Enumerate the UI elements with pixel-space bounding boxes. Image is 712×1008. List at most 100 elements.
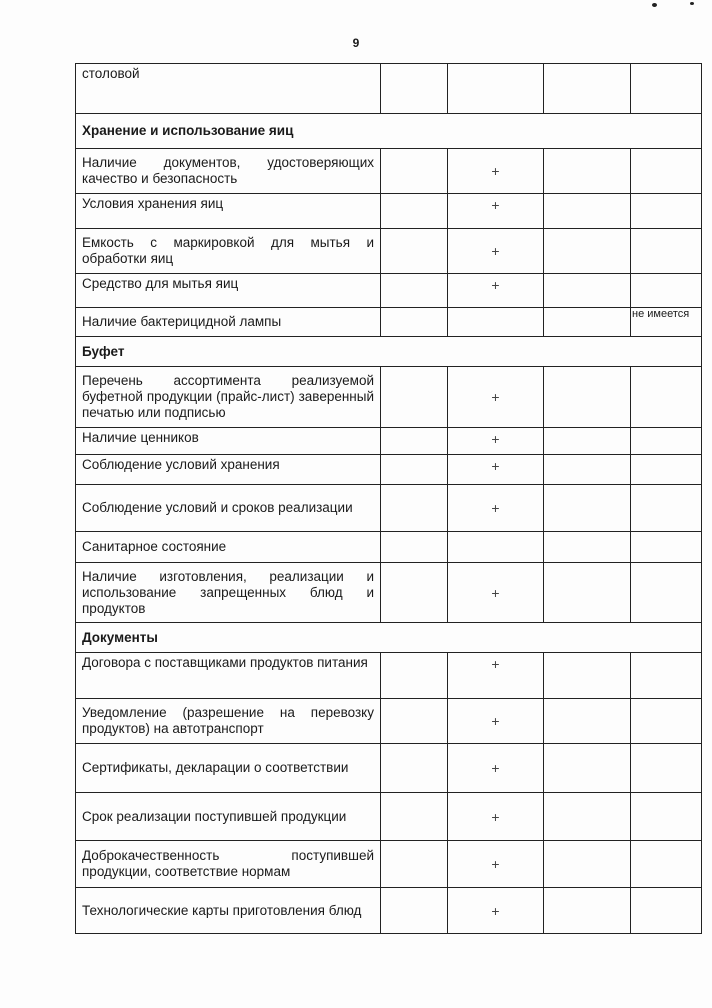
col-note-cell: [630, 652, 702, 699]
col-note-cell: [630, 273, 702, 308]
col-4-cell: [543, 562, 631, 623]
col-note-cell: [630, 454, 702, 485]
col-2-cell: [380, 193, 448, 229]
item-text-cell: Емкость с маркировкой для мытья и обрабо…: [75, 228, 381, 274]
col-4-cell: [543, 454, 631, 485]
col-4-cell: [543, 228, 631, 274]
item-text-cell: Наличие бактерицидной лампы: [75, 307, 381, 337]
col-mark-cell: +: [447, 427, 544, 455]
item-text-cell: Сертификаты, декларации о соответствии: [75, 743, 381, 793]
item-text-cell: столовой: [75, 63, 381, 114]
col-mark-cell: +: [447, 148, 544, 194]
col-mark-cell: [447, 531, 544, 563]
table-row: столовой: [75, 63, 702, 114]
table-row: Уведомление (разрешение на перевозку про…: [75, 698, 702, 744]
item-text-cell: Доброкачественность поступившей продукци…: [75, 840, 381, 888]
col-2-cell: [380, 427, 448, 455]
col-4-cell: [543, 792, 631, 841]
col-note-cell: [630, 63, 702, 114]
col-mark-cell: +: [447, 887, 544, 934]
col-note-cell: [630, 484, 702, 532]
col-note-cell: [630, 562, 702, 623]
table-row: Наличие бактерицидной лампы не имеется: [75, 307, 702, 337]
section-row: Буфет: [75, 336, 702, 367]
col-4-cell: [543, 652, 631, 699]
col-note-cell: [630, 366, 702, 428]
col-mark-cell: +: [447, 652, 544, 699]
col-4-cell: [543, 840, 631, 888]
col-4-cell: [543, 743, 631, 793]
section-row: Хранение и использование яиц: [75, 113, 702, 149]
col-mark-cell: +: [447, 840, 544, 888]
col-2-cell: [380, 63, 448, 114]
col-mark-cell: [447, 63, 544, 114]
col-4-cell: [543, 273, 631, 308]
col-2-cell: [380, 307, 448, 337]
col-2-cell: [380, 148, 448, 194]
col-4-cell: [543, 307, 631, 337]
col-note-cell: [630, 148, 702, 194]
col-2-cell: [380, 698, 448, 744]
col-note-cell: не имеется: [630, 307, 702, 337]
col-2-cell: [380, 743, 448, 793]
col-4-cell: [543, 531, 631, 563]
col-4-cell: [543, 63, 631, 114]
section-row: Документы: [75, 622, 702, 653]
table-row: Перечень ассортимента реализуемой буфетн…: [75, 366, 702, 428]
table-row: Срок реализации поступившей продукции +: [75, 792, 702, 841]
table-row: Договора с поставщиками продуктов питани…: [75, 652, 702, 699]
col-2-cell: [380, 531, 448, 563]
inspection-table: столовой Хранение и использование яиц Нали…: [75, 63, 702, 934]
scan-speck: [652, 3, 657, 7]
item-text-cell: Санитарное состояние: [75, 531, 381, 563]
table-row: Наличие ценников +: [75, 427, 702, 455]
col-mark-cell: +: [447, 193, 544, 229]
col-4-cell: [543, 698, 631, 744]
item-text-cell: Уведомление (разрешение на перевозку про…: [75, 698, 381, 744]
item-text-cell: Технологические карты приготовления блюд: [75, 887, 381, 934]
table-row: Санитарное состояние: [75, 531, 702, 563]
table-row: Условия хранения яиц +: [75, 193, 702, 229]
col-4-cell: [543, 484, 631, 532]
table-row: Емкость с маркировкой для мытья и обрабо…: [75, 228, 702, 274]
col-mark-cell: +: [447, 792, 544, 841]
col-note-cell: [630, 887, 702, 934]
col-2-cell: [380, 562, 448, 623]
col-note-cell: [630, 193, 702, 229]
col-4-cell: [543, 887, 631, 934]
item-text-cell: Средство для мытья яиц: [75, 273, 381, 308]
col-note-cell: [630, 531, 702, 563]
table-row: Наличие изготовления, реализации и испол…: [75, 562, 702, 623]
col-mark-cell: +: [447, 484, 544, 532]
item-text-cell: Срок реализации поступившей продукции: [75, 792, 381, 841]
page-number: 9: [352, 36, 360, 50]
col-4-cell: [543, 148, 631, 194]
col-note-cell: [630, 228, 702, 274]
col-2-cell: [380, 652, 448, 699]
col-2-cell: [380, 840, 448, 888]
col-note-cell: [630, 840, 702, 888]
item-text-cell: Соблюдение условий и сроков реализации: [75, 484, 381, 532]
item-text-cell: Перечень ассортимента реализуемой буфетн…: [75, 366, 381, 428]
section-heading: Буфет: [75, 336, 702, 367]
col-mark-cell: +: [447, 743, 544, 793]
section-heading: Документы: [75, 622, 702, 653]
table-row: Наличие документов, удостоверяющих качес…: [75, 148, 702, 194]
col-2-cell: [380, 887, 448, 934]
col-2-cell: [380, 792, 448, 841]
item-text-cell: Соблюдение условий хранения: [75, 454, 381, 485]
col-2-cell: [380, 273, 448, 308]
col-note-cell: [630, 427, 702, 455]
col-4-cell: [543, 427, 631, 455]
col-2-cell: [380, 366, 448, 428]
item-text-cell: Наличие ценников: [75, 427, 381, 455]
col-2-cell: [380, 484, 448, 532]
table-row: Технологические карты приготовления блюд…: [75, 887, 702, 934]
item-text-cell: Условия хранения яиц: [75, 193, 381, 229]
table-row: Сертификаты, декларации о соответствии +: [75, 743, 702, 793]
col-2-cell: [380, 228, 448, 274]
scan-speck: [690, 2, 694, 5]
col-note-cell: [630, 743, 702, 793]
table-row: Соблюдение условий и сроков реализации +: [75, 484, 702, 532]
